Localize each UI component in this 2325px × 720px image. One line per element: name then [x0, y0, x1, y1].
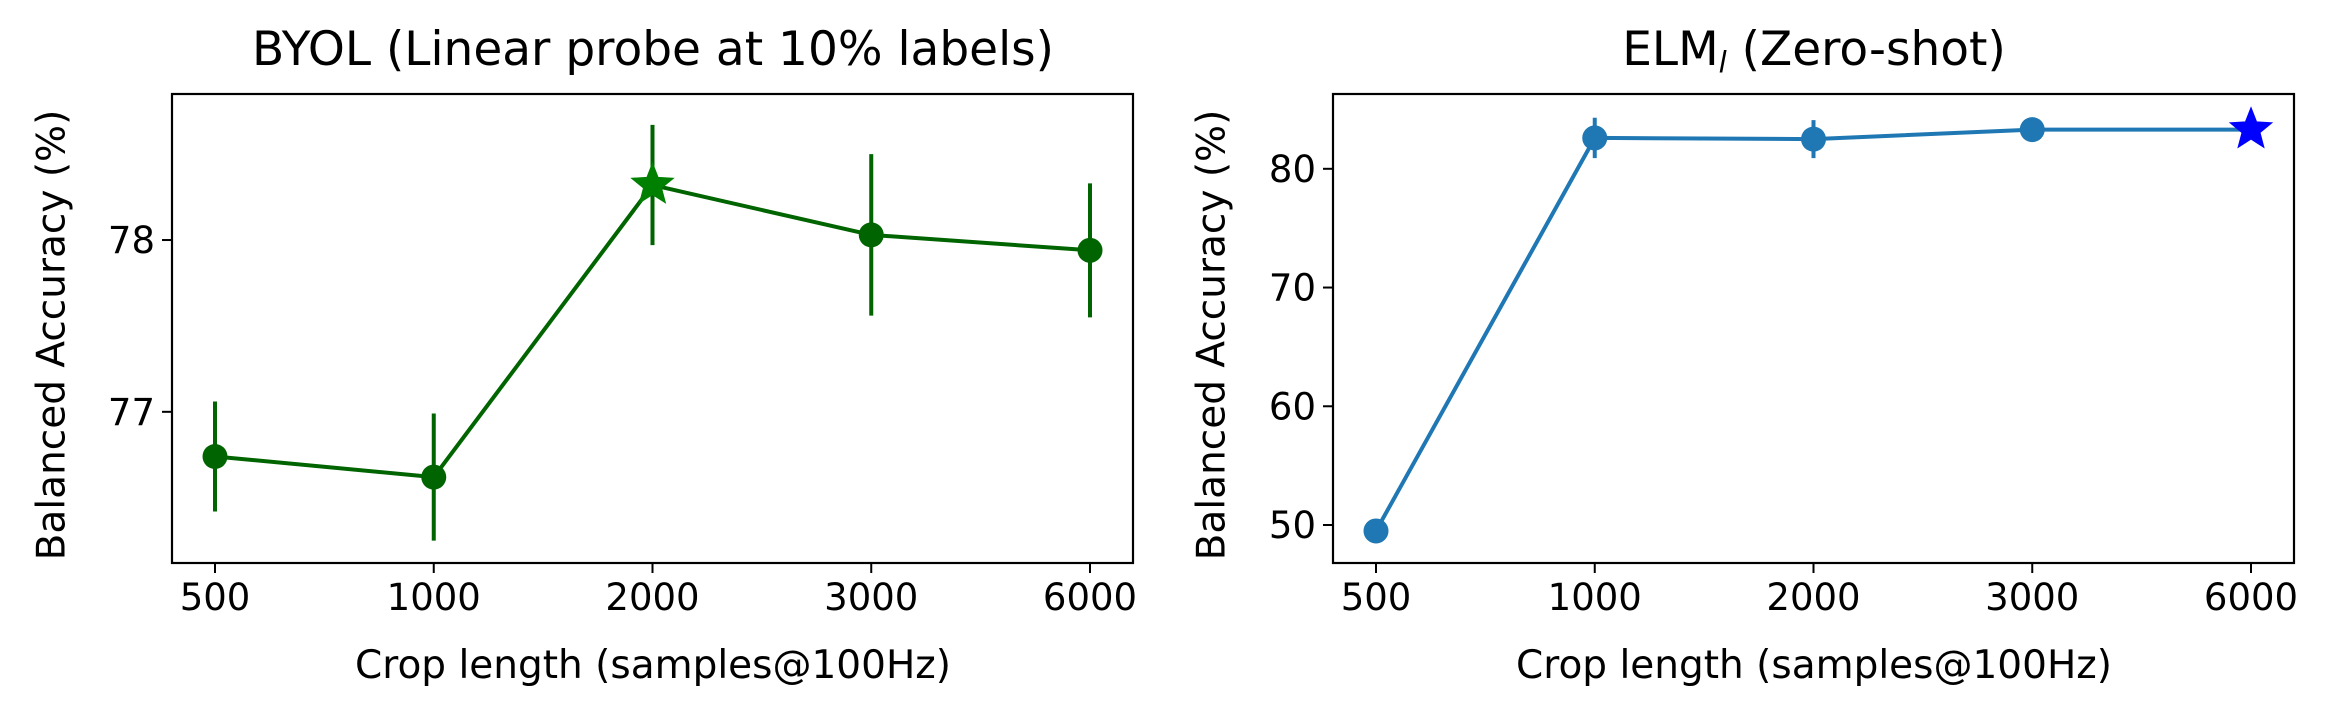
chart-2-title-main: ELM	[1622, 22, 1719, 77]
x-tick-label: 1000	[387, 576, 481, 619]
y-tick-label: 80	[1269, 148, 1316, 191]
y-tick-label: 50	[1269, 504, 1316, 547]
best-point-star	[630, 161, 675, 204]
chart-2-title-subscript: l	[1718, 45, 1727, 80]
chart-1-title: BYOL (Linear probe at 10% labels)	[252, 22, 1054, 77]
x-tick-label: 3000	[1985, 576, 2079, 619]
data-point	[2019, 117, 2045, 143]
x-tick-label: 3000	[824, 576, 918, 619]
x-tick-label: 2000	[1766, 576, 1860, 619]
data-point	[1801, 126, 1826, 152]
y-tick-label: 77	[108, 391, 155, 434]
x-tick-label: 500	[180, 576, 251, 619]
x-tick-label: 6000	[2204, 576, 2298, 619]
data-point	[1077, 237, 1103, 263]
data-point	[858, 222, 884, 248]
y-tick-label: 70	[1269, 267, 1316, 310]
chart-1-xlabel: Crop length (samples@100Hz)	[355, 643, 951, 688]
x-tick-label: 1000	[1548, 576, 1642, 619]
chart-2-xlabel: Crop length (samples@100Hz)	[1516, 643, 2112, 688]
data-point	[1363, 518, 1389, 544]
chart-2-plot: 500 1000 2000 3000 6000 50 60 70 80	[1269, 92, 2298, 619]
chart-1-plot: 500 1000 2000 3000 6000 77 78	[108, 92, 1137, 619]
chart-2-title: ELMl (Zero-shot)	[1622, 22, 2006, 79]
x-tick-label: 2000	[605, 576, 699, 619]
x-tick-label: 500	[1341, 576, 1412, 619]
x-tick-label: 6000	[1043, 576, 1137, 619]
best-point-star	[2228, 106, 2274, 149]
data-point	[1582, 125, 1608, 151]
data-point	[202, 443, 228, 469]
data-point	[421, 464, 447, 490]
series-line	[1374, 127, 2251, 532]
y-tick-label: 78	[108, 219, 155, 262]
plot-frame	[1331, 92, 2296, 565]
y-tick-label: 60	[1269, 385, 1316, 428]
chart-2-title-rest: (Zero-shot)	[1726, 22, 2006, 77]
